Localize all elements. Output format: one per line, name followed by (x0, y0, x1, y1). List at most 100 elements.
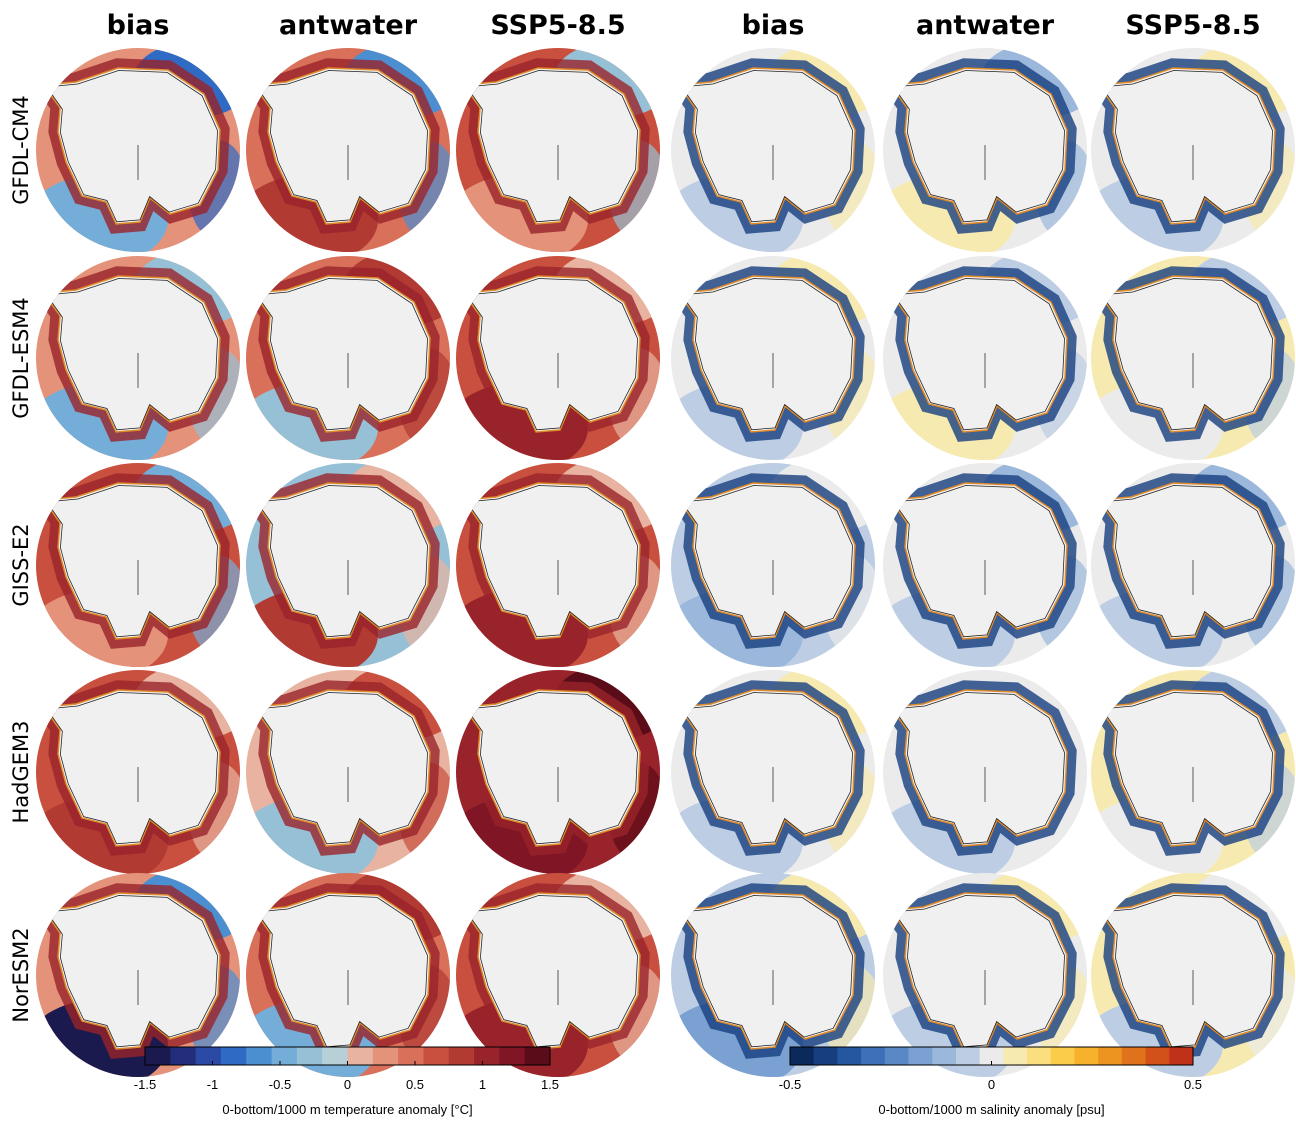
map-panel (875, 664, 1100, 887)
colorbar-swatch (837, 1047, 861, 1065)
map-clip (238, 664, 463, 887)
colorbar-swatch (474, 1047, 500, 1065)
colorbar-swatch (398, 1047, 424, 1065)
colorbar-swatch (499, 1047, 525, 1065)
map-clip (448, 664, 673, 887)
column-title: antwater (916, 10, 1055, 41)
colorbar-tick-label: -1.5 (134, 1077, 156, 1092)
map-clip (663, 250, 888, 473)
colorbar-swatch (423, 1047, 449, 1065)
colorbar-swatch (246, 1047, 272, 1065)
map-clip (448, 457, 673, 680)
colorbar-swatch (1003, 1047, 1027, 1065)
column-title: SSP5-8.5 (1125, 10, 1260, 41)
map-panel (28, 664, 253, 887)
map-panel (28, 42, 253, 265)
colorbar-swatch (1098, 1047, 1122, 1065)
colorbar-swatch (1027, 1047, 1051, 1065)
map-panel (238, 42, 463, 265)
map-clip (238, 457, 463, 680)
map-panel (1083, 42, 1296, 265)
colorbar-swatch (932, 1047, 956, 1065)
row-label: NorESM2 (9, 927, 33, 1022)
map-panel (1083, 457, 1296, 680)
column-title: bias (742, 10, 805, 41)
map-panel (238, 250, 463, 473)
map-panel (28, 457, 253, 680)
map-clip (875, 42, 1100, 265)
colorbar-swatch (885, 1047, 909, 1065)
colorbar-swatch (322, 1047, 348, 1065)
colorbar-swatch (297, 1047, 323, 1065)
map-panel (448, 42, 673, 265)
map-clip (1083, 664, 1296, 887)
map-clip (663, 42, 888, 265)
map-clip (1083, 42, 1296, 265)
map-clip (28, 42, 253, 265)
map-clip (663, 457, 888, 680)
colorbar-swatch (1146, 1047, 1170, 1065)
map-panel (448, 250, 673, 473)
colorbar-swatch (1074, 1047, 1098, 1065)
map-panel (238, 664, 463, 887)
colorbar-tick-label: -0.5 (269, 1077, 291, 1092)
colorbar-tick-label: 0 (344, 1077, 351, 1092)
map-panel (1083, 250, 1296, 473)
colorbar-swatch (861, 1047, 885, 1065)
map-clip (663, 664, 888, 887)
colorbar-swatch (221, 1047, 247, 1065)
map-clip (238, 250, 463, 473)
colorbar-swatch (196, 1047, 222, 1065)
map-panel (875, 250, 1100, 473)
map-clip (28, 664, 253, 887)
map-panel (448, 664, 673, 887)
colorbar-swatch (1169, 1047, 1193, 1065)
row-label: GISS-E2 (9, 523, 33, 606)
row-label: HadGEM3 (9, 720, 33, 823)
colorbar-tick-label: -1 (207, 1077, 219, 1092)
map-panel (663, 664, 888, 887)
column-title: bias (107, 10, 170, 41)
map-clip (1083, 457, 1296, 680)
map-panel (1083, 664, 1296, 887)
map-clip (875, 664, 1100, 887)
map-panel (875, 457, 1100, 680)
map-panel (238, 457, 463, 680)
colorbar-tick-label: 0.5 (406, 1077, 424, 1092)
colorbar-tick-label: 0.5 (1184, 1077, 1202, 1092)
map-clip (28, 457, 253, 680)
colorbar-swatch (525, 1047, 551, 1065)
map-clip (28, 250, 253, 473)
colorbar-swatch (909, 1047, 933, 1065)
colorbar-label: 0-bottom/1000 m salinity anomaly [psu] (878, 1102, 1104, 1117)
colorbar-swatch (145, 1047, 171, 1065)
colorbar-swatch (348, 1047, 374, 1065)
colorbar-swatch (272, 1047, 298, 1065)
map-clip (875, 250, 1100, 473)
colorbar-label: 0-bottom/1000 m temperature anomaly [°C] (222, 1102, 472, 1117)
map-clip (448, 250, 673, 473)
column-title: antwater (279, 10, 418, 41)
colorbar-swatch (956, 1047, 980, 1065)
map-panel (448, 457, 673, 680)
column-title: SSP5-8.5 (490, 10, 625, 41)
colorbar-swatch (814, 1047, 838, 1065)
map-panel (663, 457, 888, 680)
figure: bias antwater SSP5-8.5 bias antwater SSP5-8.5… (0, 0, 1296, 1148)
colorbar-swatch (170, 1047, 196, 1065)
colorbar-swatch (790, 1047, 814, 1065)
colorbar-tick-label: 1.5 (541, 1077, 559, 1092)
colorbar-tick-label: 0 (988, 1077, 995, 1092)
map-clip (448, 42, 673, 265)
colorbar-swatch (373, 1047, 399, 1065)
row-label: GFDL-ESM4 (9, 297, 33, 419)
colorbar-swatch (449, 1047, 475, 1065)
map-panel (875, 42, 1100, 265)
colorbar-tick-label: -0.5 (779, 1077, 801, 1092)
map-panel (663, 250, 888, 473)
map-clip (875, 457, 1100, 680)
map-clip (1083, 250, 1296, 473)
colorbar-swatch (1122, 1047, 1146, 1065)
map-panel (663, 42, 888, 265)
map-clip (238, 42, 463, 265)
